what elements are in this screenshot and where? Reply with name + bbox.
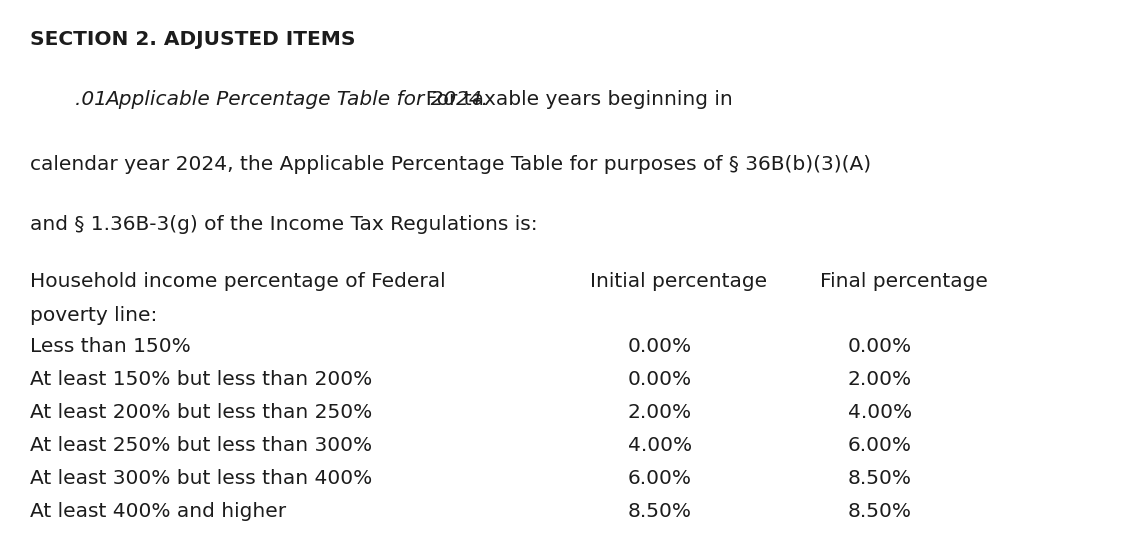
Text: 0.00%: 0.00% [848,337,912,356]
Text: 6.00%: 6.00% [628,469,692,488]
Text: 2.00%: 2.00% [848,370,912,389]
Text: At least 150% but less than 200%: At least 150% but less than 200% [30,370,373,389]
Text: 0.00%: 0.00% [628,370,692,389]
Text: and § 1.36B-3(g) of the Income Tax Regulations is:: and § 1.36B-3(g) of the Income Tax Regul… [30,215,538,234]
Text: 4.00%: 4.00% [848,403,912,422]
Text: 2.00%: 2.00% [628,403,692,422]
Text: At least 300% but less than 400%: At least 300% but less than 400% [30,469,373,488]
Text: 4.00%: 4.00% [628,436,692,455]
Text: Household income percentage of Federal: Household income percentage of Federal [30,272,446,291]
Text: 8.50%: 8.50% [848,469,912,488]
Text: 8.50%: 8.50% [628,502,692,521]
Text: At least 250% but less than 300%: At least 250% but less than 300% [30,436,372,455]
Text: poverty line:: poverty line: [30,306,157,325]
Text: Applicable Percentage Table for 2024.: Applicable Percentage Table for 2024. [105,90,488,109]
Text: Less than 150%: Less than 150% [30,337,190,356]
Text: SECTION 2. ADJUSTED ITEMS: SECTION 2. ADJUSTED ITEMS [30,30,356,49]
Text: 0.00%: 0.00% [628,337,692,356]
Text: 8.50%: 8.50% [848,502,912,521]
Text: At least 200% but less than 250%: At least 200% but less than 250% [30,403,373,422]
Text: calendar year 2024, the Applicable Percentage Table for purposes of § 36B(b)(3)(: calendar year 2024, the Applicable Perce… [30,155,871,174]
Text: For taxable years beginning in: For taxable years beginning in [413,90,733,109]
Text: 6.00%: 6.00% [848,436,912,455]
Text: Final percentage: Final percentage [820,272,988,291]
Text: .01: .01 [75,90,113,109]
Text: At least 400% and higher: At least 400% and higher [30,502,286,521]
Text: Initial percentage: Initial percentage [591,272,767,291]
